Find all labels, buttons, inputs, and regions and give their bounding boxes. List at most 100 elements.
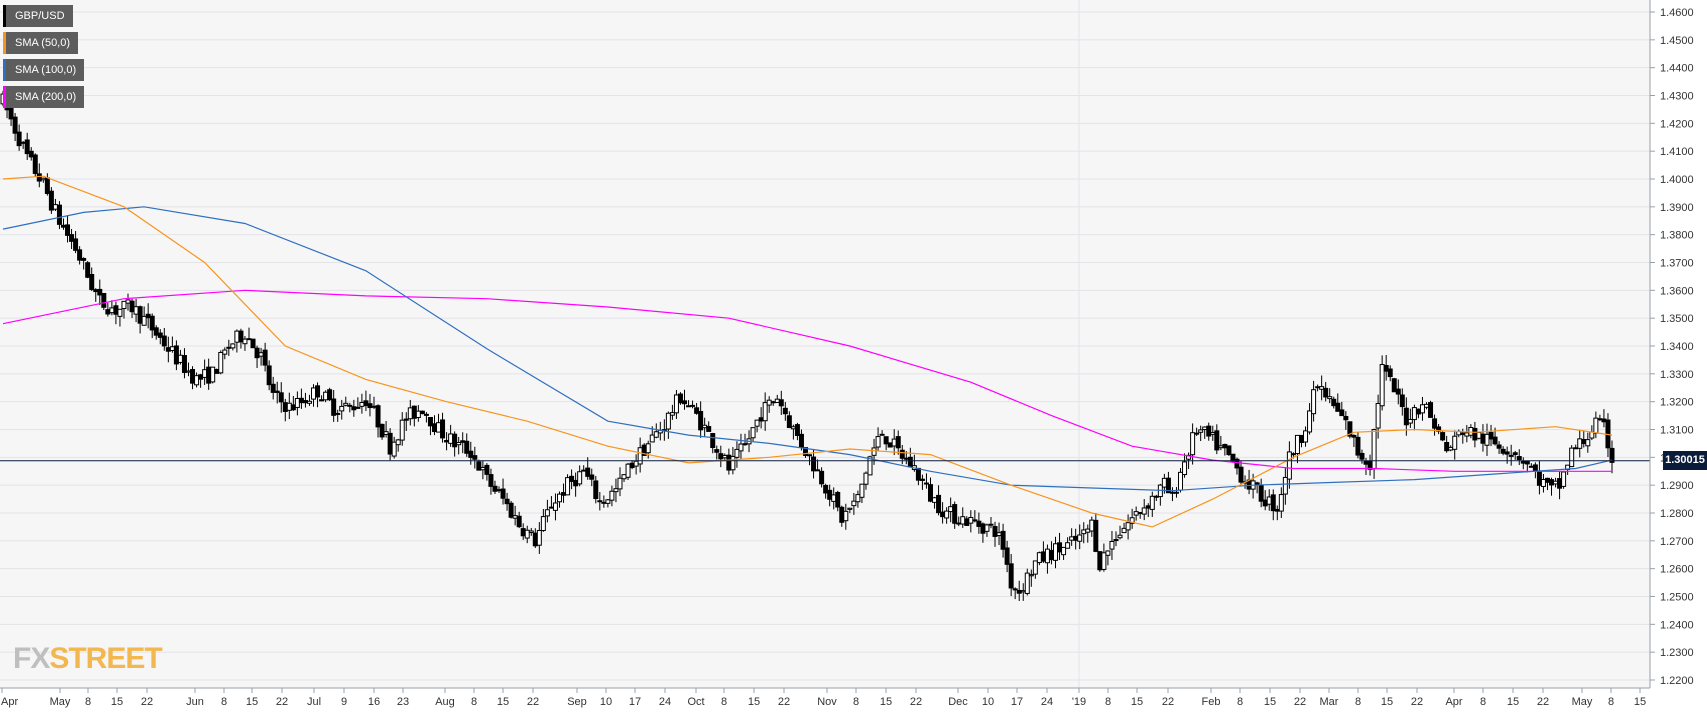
candle-body (956, 522, 962, 525)
candle-body (1492, 436, 1498, 445)
candle-body (742, 443, 748, 446)
candle-body (1609, 447, 1615, 463)
candle-body (101, 292, 107, 308)
candle-body (516, 515, 522, 528)
legend-item-gbpusd[interactable]: GBP/USD (3, 5, 73, 27)
candle-body (778, 399, 784, 407)
candle-body (1399, 394, 1405, 408)
candle-body (1282, 476, 1288, 495)
candle-body (1440, 432, 1446, 441)
fxstreet-logo: FXSTREET (13, 642, 163, 676)
candle-body (73, 238, 79, 251)
candle-body (988, 523, 994, 526)
candle-body (1182, 461, 1188, 476)
candle-body (1561, 471, 1567, 487)
legend-item-sma200[interactable]: SMA (200,0) (3, 86, 85, 108)
x-tick-label: 22 (778, 696, 790, 708)
candle-body (270, 383, 276, 393)
x-tick-label: 8 (1480, 696, 1486, 708)
candle-body (1153, 495, 1159, 498)
candle-body (169, 346, 175, 351)
candle-body (1194, 432, 1200, 435)
x-tick-label: 22 (527, 696, 539, 708)
legend: GBP/USD SMA (50,0) SMA (100,0) SMA (200,… (3, 5, 85, 113)
candle-body (359, 402, 365, 407)
candle-body (52, 204, 58, 210)
candle-body (1230, 453, 1236, 462)
y-tick-label: 1.4400 (1660, 63, 1694, 75)
candle-body (907, 456, 913, 468)
x-tick-label: Jul (307, 696, 321, 708)
candle-body (1129, 517, 1135, 524)
candle-body (1222, 443, 1228, 449)
candle-body (339, 405, 345, 412)
candle-body (177, 354, 183, 363)
candle-body (1407, 418, 1413, 424)
candle-body (113, 305, 119, 315)
candle-body (311, 387, 317, 400)
y-tick-label: 1.2900 (1660, 480, 1694, 492)
candle-body (1109, 540, 1115, 550)
candle-body (770, 401, 776, 404)
candle-body (24, 139, 30, 155)
candle-body (807, 454, 813, 457)
candle-body (1484, 433, 1490, 446)
candle-body (165, 347, 171, 352)
legend-swatch (3, 59, 6, 81)
candle-body (1448, 446, 1454, 451)
legend-item-sma50[interactable]: SMA (50,0) (3, 32, 79, 54)
candle-body (395, 439, 401, 446)
y-tick-label: 1.2300 (1660, 647, 1694, 659)
candle-body (823, 484, 829, 494)
candle-body (718, 453, 724, 460)
candle-body (859, 483, 865, 498)
candle-body (964, 518, 970, 526)
y-tick-label: 1.2800 (1660, 508, 1694, 520)
y-tick-label: 1.3500 (1660, 313, 1694, 325)
candle-body (129, 300, 135, 313)
candle-body (1262, 499, 1268, 507)
x-tick-label: 15 (1131, 696, 1143, 708)
candle-body (617, 477, 623, 490)
x-tick-label: 23 (397, 696, 409, 708)
candle-body (895, 436, 901, 449)
candle-body (1524, 460, 1530, 465)
x-tick-label: 22 (1537, 696, 1549, 708)
candle-body (97, 288, 103, 296)
candle-body (190, 369, 196, 384)
candle-body (315, 385, 321, 398)
candle-body (440, 419, 446, 439)
candle-body (1234, 458, 1240, 469)
candle-body (1532, 464, 1538, 472)
candle-body (665, 412, 671, 430)
x-tick-label: 24 (1041, 696, 1053, 708)
candle-body (758, 417, 764, 422)
candle-body (561, 492, 567, 496)
candle-body (1577, 438, 1583, 449)
x-tick-label: 22 (141, 696, 153, 708)
candle-body (786, 415, 792, 429)
candle-body (415, 410, 421, 418)
candle-body (831, 494, 837, 502)
legend-swatch (3, 86, 6, 108)
x-axis-ticks: Apr May 8 15 22 Jun 8 15 22 Jul 9 16 23 Aug 8 15 22 Sep 10… (1, 688, 1646, 708)
candle-body (1452, 435, 1458, 450)
candle-body (1278, 494, 1284, 512)
legend-label: SMA (50,0) (15, 37, 71, 49)
x-tick-label: Nov (817, 696, 837, 708)
candle-body (1351, 434, 1357, 438)
candle-body (306, 400, 312, 404)
candle-body (1323, 387, 1329, 398)
candle-body (1472, 427, 1478, 441)
candle-body (1327, 396, 1333, 400)
candle-body (1335, 402, 1341, 412)
sma50-line (2, 175, 1613, 528)
x-tick-label: Jun (186, 696, 204, 708)
candle-body (637, 447, 643, 465)
legend-item-sma100[interactable]: SMA (100,0) (3, 59, 85, 81)
legend-swatch (3, 32, 6, 54)
y-tick-label: 1.3800 (1660, 230, 1694, 242)
candle-body (915, 467, 921, 481)
candle-body (1048, 549, 1054, 561)
candle-body (992, 526, 998, 537)
